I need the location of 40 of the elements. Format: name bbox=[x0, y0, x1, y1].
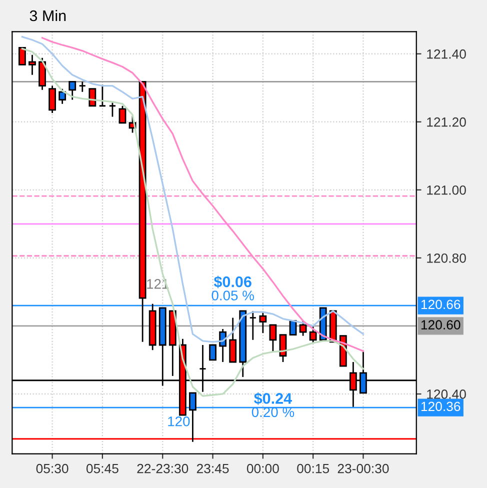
y-tick-label: 120.40 bbox=[427, 390, 466, 399]
x-tick-label: 23-00:30 bbox=[338, 464, 389, 474]
candlestick bbox=[28, 54, 36, 76]
candlestick bbox=[309, 325, 317, 344]
annotation: 0.05 % bbox=[212, 290, 254, 300]
x-tick-label: 05:45 bbox=[86, 464, 118, 474]
chart-title: 3 Min bbox=[30, 10, 66, 22]
y-tick-label: 120.80 bbox=[427, 253, 466, 263]
annotation: $0.06 bbox=[214, 276, 252, 288]
candlestick bbox=[289, 320, 297, 336]
candlestick bbox=[118, 105, 126, 124]
candlestick bbox=[68, 81, 76, 100]
ref-line-label: 120.66 bbox=[421, 300, 460, 310]
x-tick-label: 23:45 bbox=[196, 464, 229, 474]
annotation: $0.24 bbox=[254, 392, 292, 405]
candlestick bbox=[48, 85, 56, 114]
candlestick bbox=[269, 324, 277, 352]
candlestick bbox=[18, 47, 26, 66]
candlestick bbox=[108, 102, 116, 118]
candlestick bbox=[58, 88, 66, 105]
candlestick bbox=[88, 88, 96, 107]
y-tick-label: 121.20 bbox=[427, 117, 466, 127]
candlestick bbox=[249, 310, 257, 341]
annotation: 120 bbox=[168, 416, 190, 426]
ref-line-label: 120.36 bbox=[421, 402, 460, 412]
ref-line-label: 120.60 bbox=[421, 320, 460, 330]
x-tick-label: 00:00 bbox=[246, 464, 279, 474]
candlestick bbox=[78, 81, 86, 93]
candlestick bbox=[299, 320, 307, 337]
candlestick bbox=[229, 317, 237, 363]
candlestick bbox=[98, 84, 106, 107]
candlestick bbox=[209, 344, 216, 361]
candlestick bbox=[38, 57, 46, 91]
candlestick bbox=[189, 392, 196, 443]
candlestick bbox=[259, 311, 267, 334]
x-tick-label: 05:30 bbox=[36, 464, 68, 474]
x-tick-label: 22-23:30 bbox=[137, 464, 188, 474]
y-tick-label: 121.00 bbox=[427, 185, 466, 195]
x-tick-label: 00:15 bbox=[297, 464, 330, 474]
y-tick-label: 121.40 bbox=[427, 49, 466, 59]
